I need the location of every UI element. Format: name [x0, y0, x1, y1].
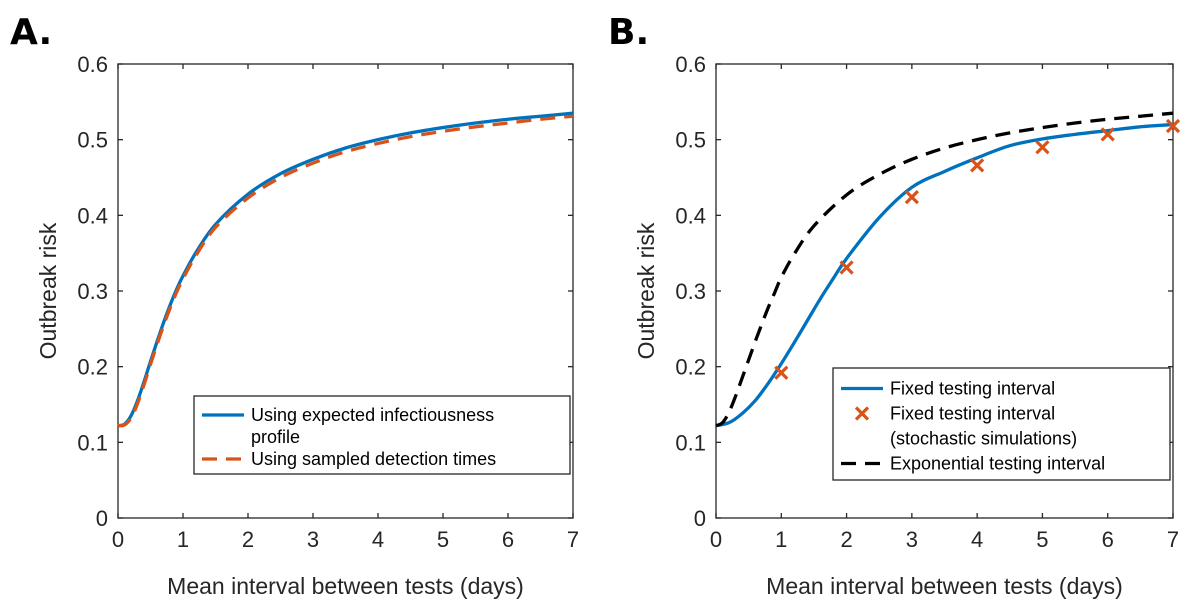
- data-point: [839, 260, 854, 275]
- y-tick-label: 0.6: [77, 52, 108, 77]
- y-tick-label: 0.5: [77, 128, 108, 153]
- legend-label: Exponential testing interval: [890, 454, 1105, 474]
- legend: Fixed testing interval Fixed testing inte…: [832, 367, 1171, 481]
- x-tick-label: 3: [906, 527, 918, 552]
- x-tick-label: 3: [307, 527, 319, 552]
- x-tick-label: 0: [112, 527, 124, 552]
- legend: Using expected infectiousnessprofileUsin…: [193, 395, 571, 475]
- legend-label: Fixed testing interval: [890, 404, 1055, 424]
- y-tick-label: 0.4: [675, 203, 706, 228]
- panel-a: A. 0 1 2 3 4 5 6 7 0 0.1 0.2 0.3 0.4 0.5 0.6 Mean interv…: [10, 12, 579, 599]
- y-tick-label: 0.5: [675, 128, 706, 153]
- y-tick-label: 0: [96, 506, 108, 531]
- x-tick-label: 4: [372, 527, 384, 552]
- series-line-exponential-testing-interval: [715, 111, 1174, 428]
- series-fixed-testing-interval-stochastic-simulations: [774, 118, 1181, 380]
- y-tick-label: 0.4: [77, 203, 108, 228]
- x-axis-label: Mean interval between tests (days): [167, 573, 524, 599]
- y-tick-label: 0.3: [77, 279, 108, 304]
- x-tick-label: 1: [775, 527, 787, 552]
- x-tick-label: 7: [567, 527, 579, 552]
- legend-label: profile: [251, 427, 300, 447]
- legend-label: (stochastic simulations): [890, 429, 1077, 449]
- y-tick-label: 0.6: [675, 52, 706, 77]
- x-tick-label: 5: [1036, 527, 1048, 552]
- data-point: [774, 365, 789, 380]
- y-tick-label: 0.3: [675, 279, 706, 304]
- data-point: [970, 158, 985, 173]
- x-axis-label: Mean interval between tests (days): [766, 573, 1123, 599]
- x-tick-label: 5: [437, 527, 449, 552]
- legend-label: Using sampled detection times: [251, 449, 496, 469]
- x-tick-label: 2: [242, 527, 254, 552]
- data-point: [1100, 127, 1115, 142]
- legend-swatch: [854, 406, 870, 421]
- y-tick-label: 0: [694, 506, 706, 531]
- series-line-fixed-testing-interval: [715, 122, 1174, 428]
- data-point: [1035, 140, 1050, 155]
- x-tick-label: 4: [971, 527, 983, 552]
- y-axis-label: Outbreak risk: [633, 222, 659, 359]
- y-axis-label: Outbreak risk: [35, 222, 61, 359]
- legend-label: Using expected infectiousness: [251, 405, 494, 425]
- legend-box: [193, 395, 571, 475]
- panel-b: B. 0 1 2 3 4 5 6 7 0 0.1 0.2 0.3 0.4 0.5 0.6 Mean interv…: [608, 12, 1181, 599]
- legend-label: Fixed testing interval: [890, 379, 1055, 399]
- series-line-using-sampled-detection-times: [117, 114, 574, 428]
- x-tick-label: 0: [710, 527, 722, 552]
- y-tick-label: 0.1: [675, 430, 706, 455]
- x-tick-label: 6: [502, 527, 514, 552]
- data-point: [1165, 118, 1181, 134]
- legend-box: [832, 367, 1171, 481]
- x-tick-label: 6: [1102, 527, 1114, 552]
- x-tick-label: 1: [177, 527, 189, 552]
- x-tick-label: 2: [840, 527, 852, 552]
- y-tick-label: 0.1: [77, 430, 108, 455]
- y-tick-label: 0.2: [675, 355, 706, 380]
- data-point: [904, 190, 919, 205]
- panel-label: A.: [10, 12, 52, 53]
- y-tick-label: 0.2: [77, 355, 108, 380]
- panel-label: B.: [608, 12, 649, 53]
- x-tick-label: 7: [1167, 527, 1179, 552]
